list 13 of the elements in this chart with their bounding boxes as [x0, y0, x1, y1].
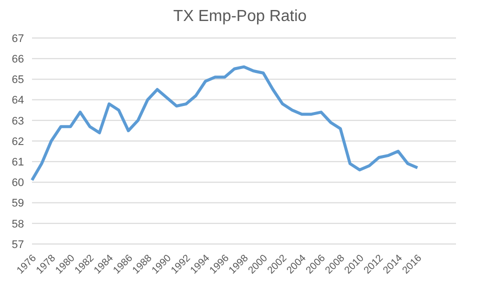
y-tick-label: 67	[12, 32, 24, 45]
y-tick-label: 60	[12, 177, 24, 190]
chart-title: TX Emp-Pop Ratio	[172, 7, 308, 27]
line-series	[30, 65, 419, 182]
y-tick-label: 59	[12, 198, 24, 210]
y-tick-label: 61	[12, 156, 24, 169]
y-tick-label: 62	[12, 136, 24, 148]
y-tick-label: 58	[12, 218, 24, 230]
y-tick-label: 63	[12, 115, 24, 128]
y-tick-label: 65	[12, 74, 24, 86]
y-tick-label: 66	[12, 54, 24, 66]
y-tick-label: 57	[12, 238, 24, 251]
y-tick-label: 64	[12, 94, 24, 107]
